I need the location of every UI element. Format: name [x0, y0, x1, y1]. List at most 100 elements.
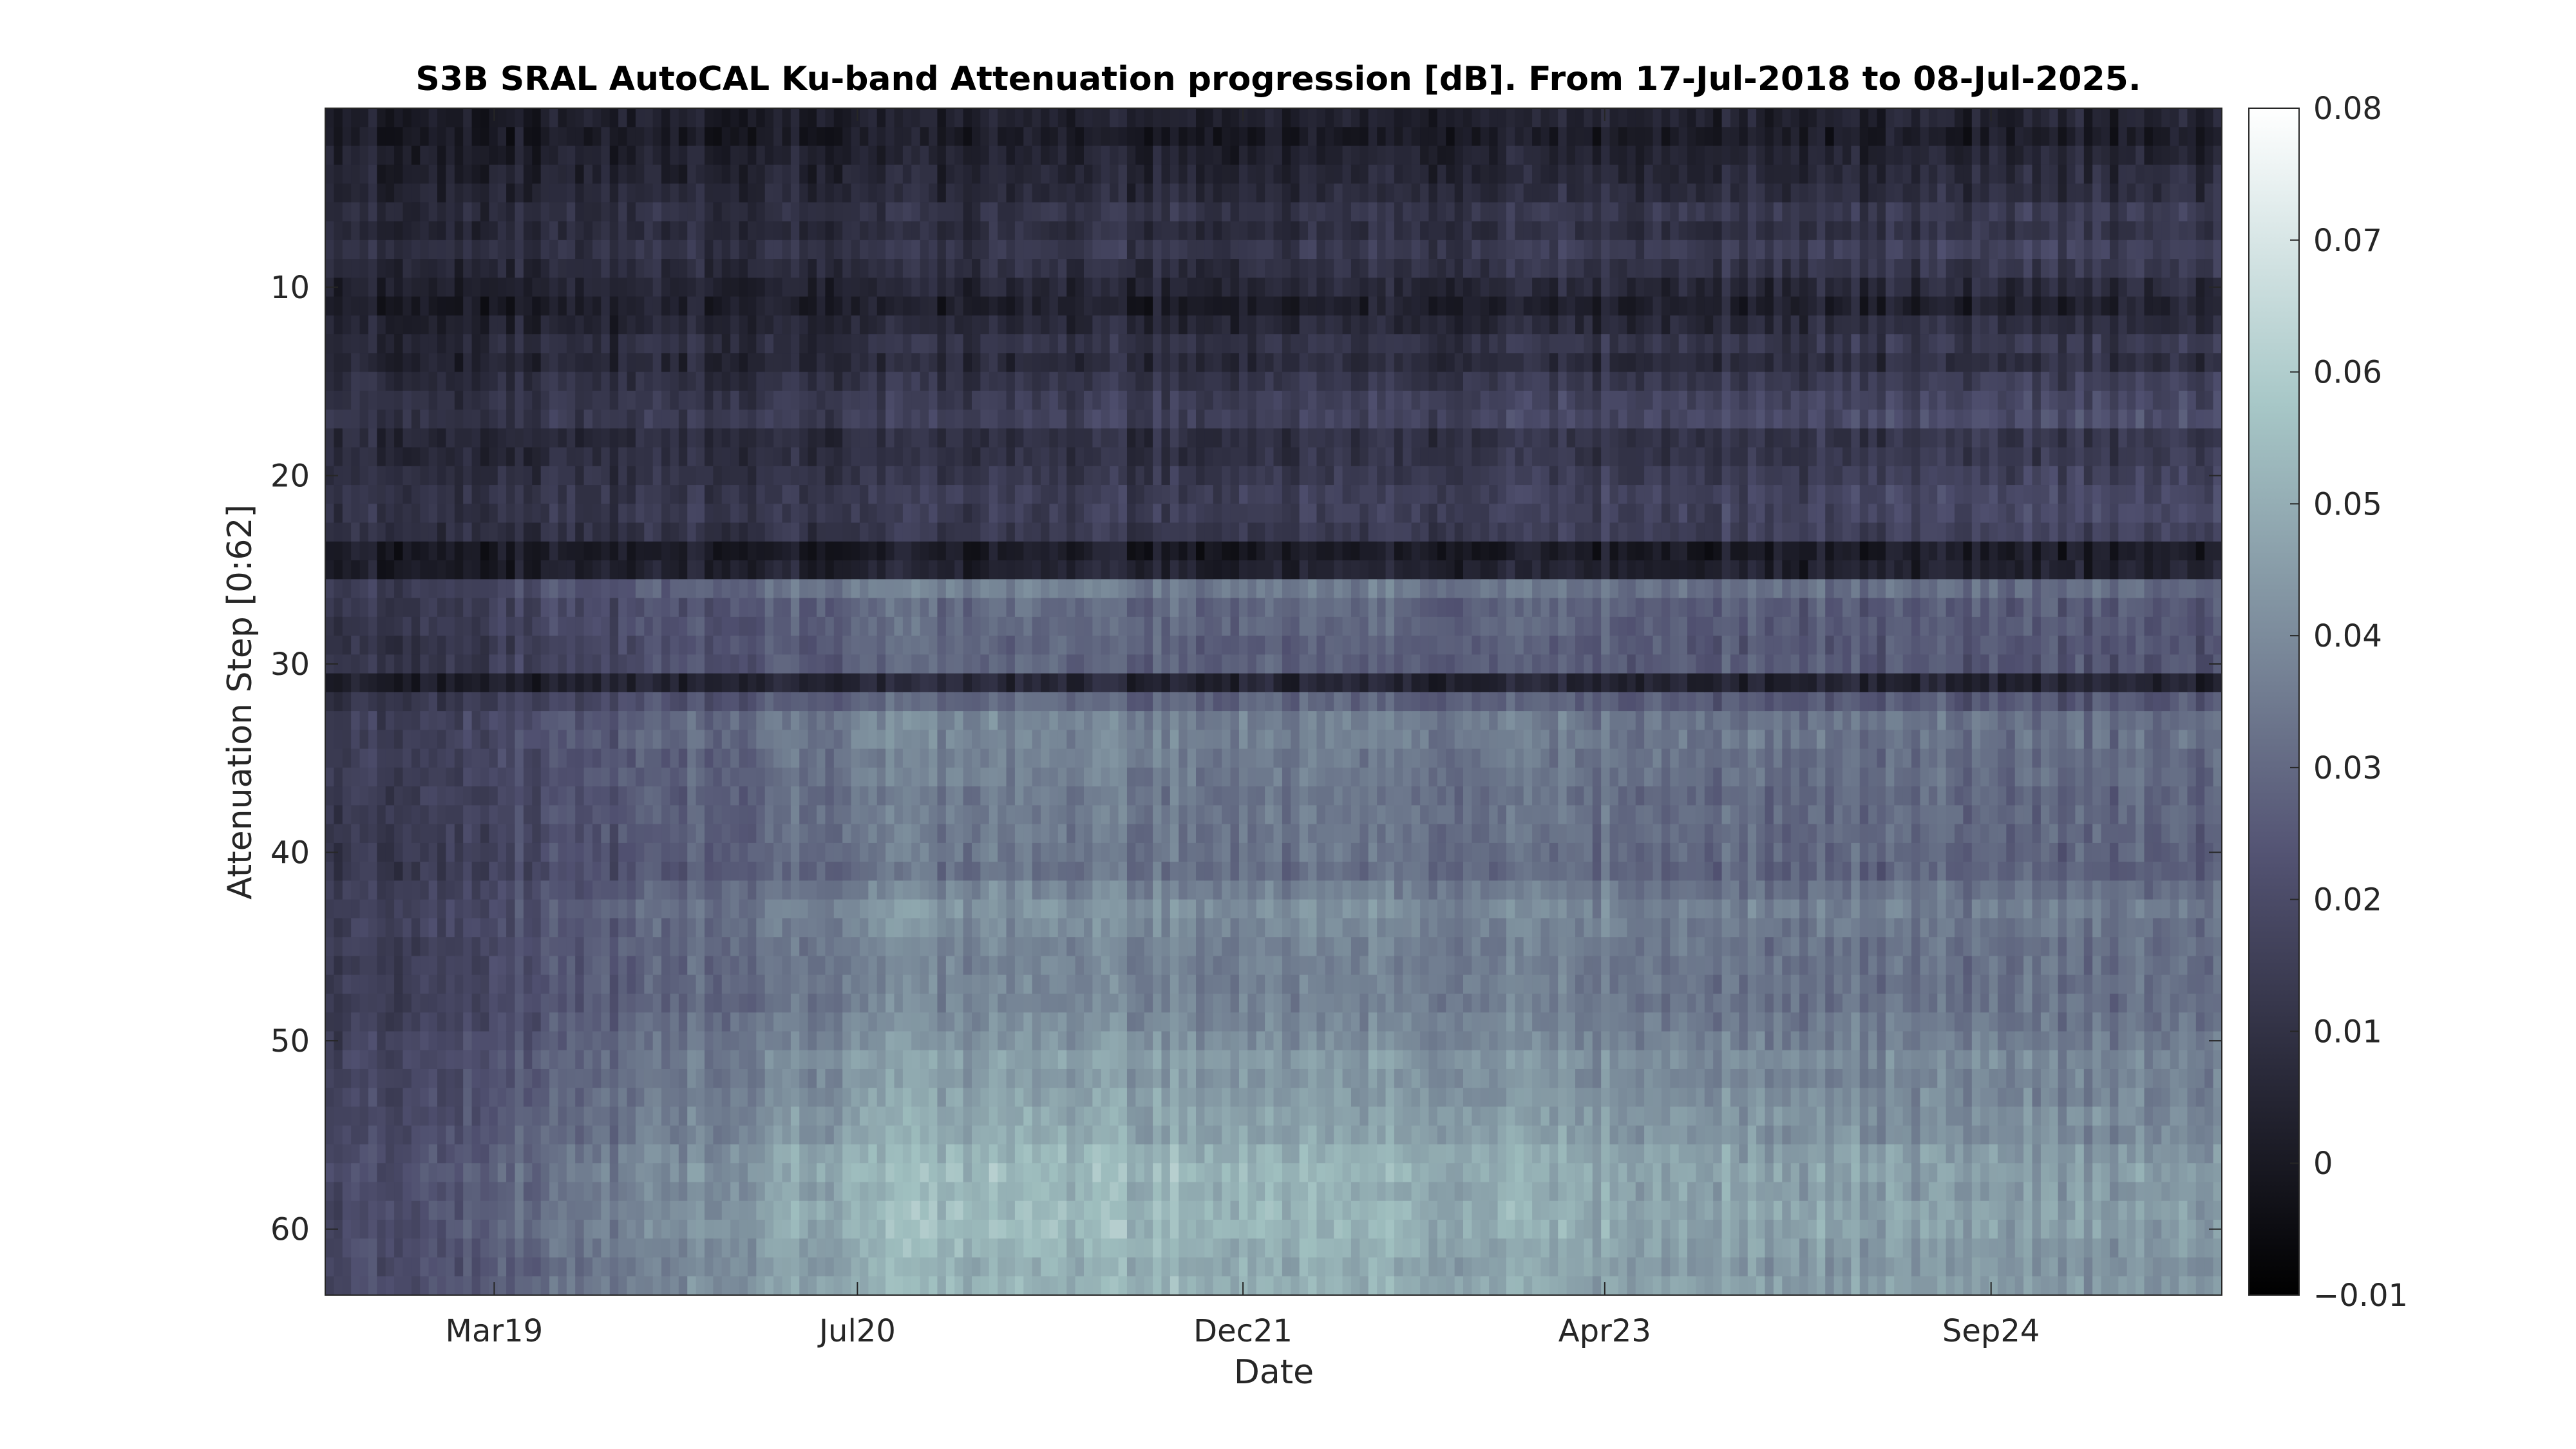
- heatmap-cell: [575, 842, 585, 862]
- heatmap-cell: [929, 278, 938, 298]
- heatmap-cell: [351, 390, 361, 410]
- heatmap-cell: [540, 805, 550, 825]
- heatmap-cell: [713, 146, 723, 166]
- heatmap-cell: [980, 485, 990, 504]
- heatmap-cell: [463, 390, 473, 410]
- heatmap-cell: [687, 108, 697, 128]
- heatmap-cell: [842, 1182, 852, 1202]
- heatmap-cell: [911, 240, 921, 260]
- heatmap-cell: [471, 730, 481, 750]
- heatmap-cell: [670, 259, 679, 278]
- heatmap-cell: [920, 1031, 929, 1051]
- heatmap-cell: [402, 767, 412, 787]
- heatmap-cell: [627, 164, 636, 184]
- heatmap-cell: [446, 259, 455, 278]
- heatmap-cell: [886, 805, 895, 825]
- heatmap-cell: [463, 278, 473, 298]
- heatmap-cell: [325, 108, 334, 128]
- heatmap-cell: [971, 1257, 981, 1277]
- heatmap-cell: [394, 730, 404, 750]
- heatmap-cell: [549, 956, 559, 976]
- heatmap-cell: [575, 1238, 585, 1258]
- heatmap-cell: [705, 560, 714, 580]
- heatmap-cell: [799, 1144, 809, 1164]
- heatmap-cell: [471, 918, 481, 938]
- heatmap-cell: [730, 880, 740, 900]
- heatmap-cell: [385, 334, 395, 354]
- heatmap-cell: [945, 504, 955, 524]
- heatmap-cell: [480, 522, 489, 542]
- heatmap-cell: [583, 315, 593, 335]
- heatmap-cell: [592, 353, 601, 373]
- heatmap-cell: [523, 1238, 533, 1258]
- heatmap-cell: [705, 579, 714, 599]
- heatmap-cell: [471, 880, 481, 900]
- heatmap-cell: [868, 315, 878, 335]
- heatmap-cell: [998, 1031, 1007, 1051]
- heatmap-cell: [566, 1257, 576, 1277]
- heatmap-cell: [446, 372, 455, 392]
- heatmap-cell: [558, 353, 567, 373]
- heatmap-cell: [420, 372, 430, 392]
- heatmap-cell: [437, 202, 447, 222]
- heatmap-cell: [920, 1276, 929, 1296]
- heatmap-cell: [989, 786, 998, 806]
- heatmap-cell: [670, 278, 679, 298]
- heatmap-cell: [489, 1012, 498, 1032]
- heatmap-cell: [851, 862, 860, 882]
- heatmap-cell: [463, 805, 473, 825]
- heatmap-cell: [575, 937, 585, 957]
- heatmap-cell: [945, 1125, 955, 1145]
- heatmap-cell: [756, 1182, 766, 1202]
- heatmap-cell: [998, 1144, 1007, 1164]
- heatmap-cell: [618, 956, 628, 976]
- heatmap-cell: [454, 372, 464, 392]
- heatmap-cell: [342, 108, 352, 128]
- heatmap-cell: [342, 259, 352, 278]
- heatmap-cell: [894, 805, 904, 825]
- heatmap-cell: [523, 522, 533, 542]
- heatmap-cell: [886, 937, 895, 957]
- heatmap-cell: [998, 428, 1007, 448]
- heatmap-cell: [817, 956, 826, 976]
- heatmap-cell: [782, 1068, 791, 1088]
- heatmap-cell: [411, 278, 421, 298]
- heatmap-cell: [540, 259, 550, 278]
- heatmap-cell: [601, 315, 611, 335]
- heatmap-cell: [377, 560, 386, 580]
- heatmap-cell: [730, 1144, 740, 1164]
- heatmap-cell: [420, 221, 430, 241]
- heatmap-cell: [825, 842, 835, 862]
- heatmap-cell: [945, 447, 955, 467]
- heatmap-cell: [489, 1088, 498, 1108]
- heatmap-cell: [773, 1012, 783, 1032]
- heatmap-cell: [532, 711, 542, 730]
- heatmap-cell: [842, 428, 852, 448]
- heatmap-cell: [420, 466, 430, 486]
- heatmap-cell: [661, 1106, 671, 1126]
- heatmap-cell: [790, 842, 800, 862]
- heatmap-cell: [756, 956, 766, 976]
- heatmap-cell: [437, 918, 447, 938]
- heatmap-cell: [489, 390, 498, 410]
- heatmap-cell: [661, 956, 671, 976]
- heatmap-cell: [652, 1257, 662, 1277]
- heatmap-cell: [825, 1219, 835, 1239]
- heatmap-cell: [670, 428, 679, 448]
- heatmap-cell: [713, 184, 723, 203]
- heatmap-cell: [446, 956, 455, 976]
- heatmap-cell: [566, 880, 576, 900]
- heatmap-cell: [515, 184, 524, 203]
- heatmap-cell: [471, 598, 481, 618]
- heatmap-cell: [842, 616, 852, 636]
- heatmap-cell: [652, 353, 662, 373]
- heatmap-cell: [549, 410, 559, 429]
- heatmap-cell: [463, 221, 473, 241]
- heatmap-cell: [859, 390, 869, 410]
- heatmap-cell: [764, 956, 774, 976]
- heatmap-cell: [618, 974, 628, 994]
- heatmap-cell: [549, 221, 559, 241]
- heatmap-cell: [696, 711, 705, 730]
- heatmap-cell: [764, 1031, 774, 1051]
- heatmap-cell: [886, 579, 895, 599]
